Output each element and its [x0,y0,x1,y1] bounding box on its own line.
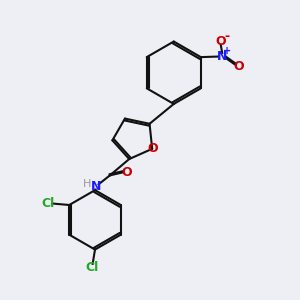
Text: O: O [148,142,158,155]
Text: Cl: Cl [41,197,55,210]
Text: N: N [217,50,227,63]
Text: -: - [224,30,229,44]
Text: N: N [90,180,101,193]
Text: H: H [83,179,92,189]
Text: +: + [224,46,232,56]
Text: O: O [215,34,226,48]
Text: O: O [121,166,131,179]
Text: O: O [233,59,244,73]
Text: Cl: Cl [85,262,99,275]
